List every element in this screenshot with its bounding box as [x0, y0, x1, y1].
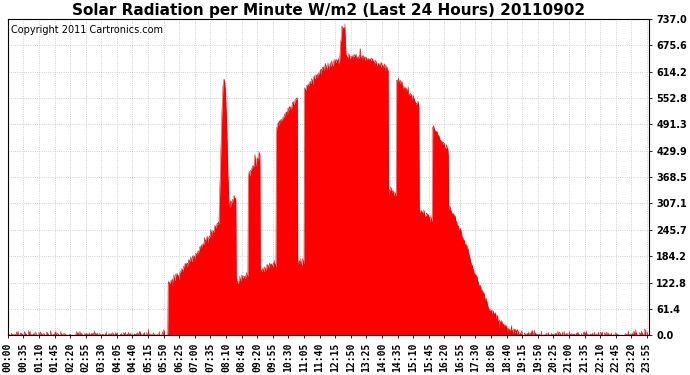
- Title: Solar Radiation per Minute W/m2 (Last 24 Hours) 20110902: Solar Radiation per Minute W/m2 (Last 24…: [72, 3, 585, 18]
- Text: Copyright 2011 Cartronics.com: Copyright 2011 Cartronics.com: [11, 25, 163, 35]
